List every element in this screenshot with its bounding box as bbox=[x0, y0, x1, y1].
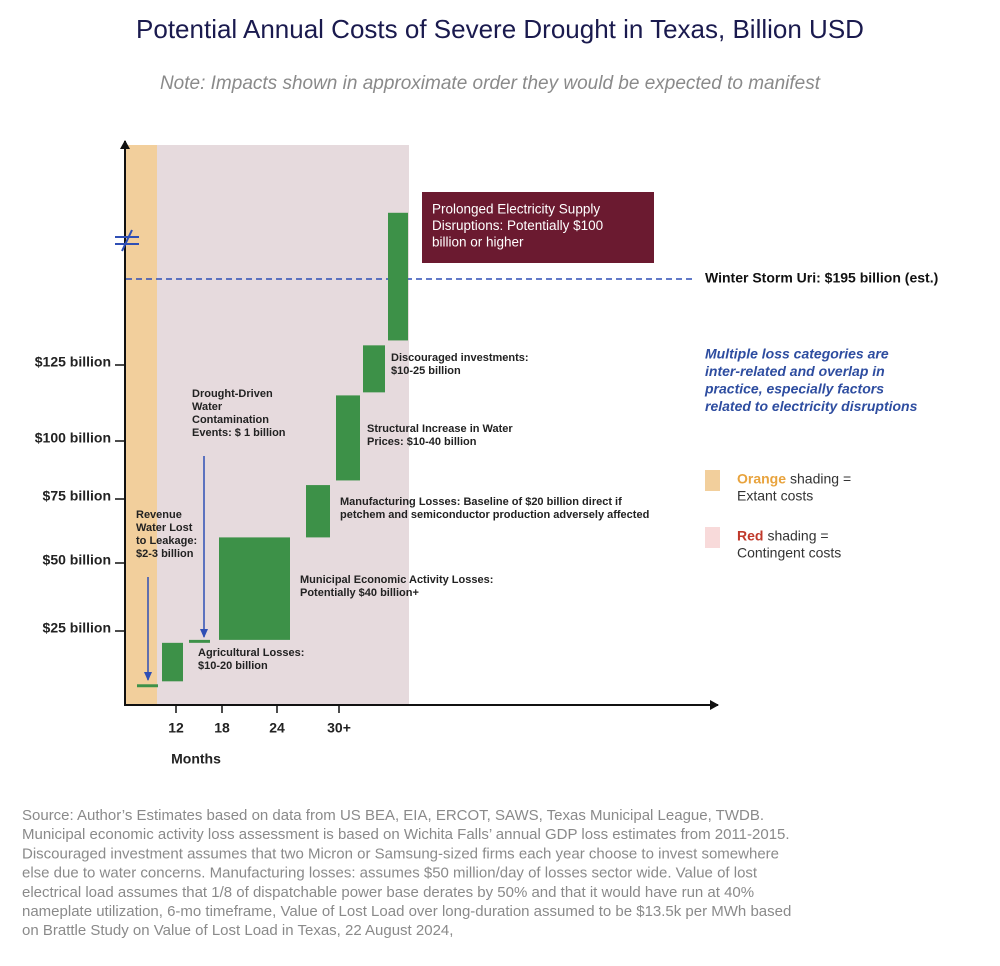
bar bbox=[363, 345, 385, 393]
annotation-text: Prolonged Electricity Supply bbox=[432, 202, 600, 217]
legend-text: shading = bbox=[790, 471, 851, 487]
source-text: else due to water concerns. Manufacturin… bbox=[22, 865, 758, 882]
bar-label: Events: $ 1 billion bbox=[192, 427, 286, 439]
source-text: Municipal economic activity loss assessm… bbox=[22, 826, 790, 843]
chart-subtitle: Note: Impacts shown in approximate order… bbox=[160, 73, 821, 94]
bar bbox=[137, 684, 158, 688]
bar-label: petchem and semiconductor production adv… bbox=[340, 509, 649, 521]
annotation-text: Disruptions: Potentially $100 bbox=[432, 218, 603, 233]
legend-text: shading = bbox=[767, 528, 828, 544]
bar bbox=[388, 212, 408, 341]
annotation-box bbox=[422, 192, 654, 263]
legend-description: Extant costs bbox=[737, 488, 813, 504]
bar-label: Contamination bbox=[192, 414, 269, 426]
source-text: Source: Author’s Estimates based on data… bbox=[22, 807, 764, 824]
bar-label: Agricultural Losses: bbox=[198, 647, 304, 659]
bar-label: $10-25 billion bbox=[391, 365, 461, 377]
x-tick-label: 12 bbox=[168, 720, 184, 736]
bar-label: Structural Increase in Water bbox=[367, 423, 513, 435]
bar-label: to Leakage: bbox=[136, 535, 197, 547]
chart-title: Potential Annual Costs of Severe Drought… bbox=[136, 14, 864, 44]
note-text: practice, especially factors bbox=[704, 381, 884, 397]
x-axis-label: Months bbox=[171, 751, 221, 767]
y-tick-label: $50 billion bbox=[43, 552, 111, 568]
y-tick-label: $100 billion bbox=[35, 430, 111, 446]
y-tick-label: $75 billion bbox=[43, 488, 111, 504]
y-tick-label: $125 billion bbox=[35, 354, 111, 370]
note-text: Multiple loss categories are bbox=[705, 346, 889, 362]
legend-keyword: Orange bbox=[737, 471, 786, 487]
legend-description: Contingent costs bbox=[737, 545, 841, 561]
x-tick-label: 24 bbox=[269, 720, 285, 736]
reference-label: Winter Storm Uri: $195 billion (est.) bbox=[705, 270, 938, 286]
bar-label: Prices: $10-40 billion bbox=[367, 436, 477, 448]
legend-swatch bbox=[705, 527, 720, 548]
note-text: inter-related and overlap in bbox=[705, 363, 885, 379]
extant-shading bbox=[126, 145, 157, 705]
bar-label: Water bbox=[192, 401, 223, 413]
legend-swatch bbox=[705, 470, 720, 491]
axis-break bbox=[115, 229, 139, 252]
bar bbox=[219, 537, 290, 640]
bar-label: Water Lost bbox=[136, 522, 193, 534]
bar bbox=[189, 639, 210, 643]
bar-label: $10-20 billion bbox=[198, 660, 268, 672]
source-text: nameplate utilization, 6-mo timeframe, V… bbox=[22, 903, 791, 920]
source-text: electrical load assumes that 1/8 of disp… bbox=[22, 884, 754, 901]
bar-label: $2-3 billion bbox=[136, 548, 194, 560]
bar-label: Manufacturing Losses: Baseline of $20 bi… bbox=[340, 496, 622, 508]
bar-label: Drought-Driven bbox=[192, 388, 273, 400]
source-text: Discouraged investment assumes that two … bbox=[22, 845, 779, 862]
note-text: related to electricity disruptions bbox=[705, 398, 918, 414]
bar-label: Municipal Economic Activity Losses: bbox=[300, 574, 493, 586]
annotation-text: billion or higher bbox=[432, 235, 524, 250]
x-tick-label: 30+ bbox=[327, 720, 351, 736]
legend-keyword: Red bbox=[737, 528, 763, 544]
bar bbox=[162, 642, 183, 682]
bar-label: Potentially $40 billion+ bbox=[300, 587, 419, 599]
y-tick-label: $25 billion bbox=[43, 620, 111, 636]
bar bbox=[306, 485, 330, 538]
x-tick-label: 18 bbox=[214, 720, 230, 736]
source-text: on Brattle Study on Value of Lost Load i… bbox=[22, 922, 453, 939]
bar bbox=[336, 395, 360, 481]
bar-label: Revenue bbox=[136, 509, 182, 521]
bar-label: Discouraged investments: bbox=[391, 352, 529, 364]
